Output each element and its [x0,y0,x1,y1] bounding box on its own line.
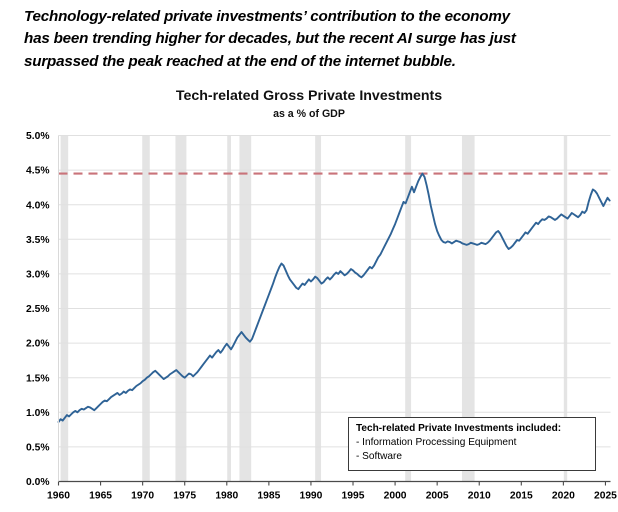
legend-box: Tech-related Private Investments include… [348,417,596,471]
y-tick-label: 3.5% [26,235,49,246]
data-line-group [57,172,611,423]
x-tick-label: 2015 [510,491,533,502]
x-tick-label: 1995 [342,491,365,502]
headline-line-1: Technology-related private investments’ … [24,8,510,25]
y-tick-label: 4.0% [26,200,49,211]
y-tick-label: 2.5% [26,304,49,315]
y-tick-label: 1.5% [26,373,49,384]
legend-item-information-processing-equipment: - Information Processing Equipment [356,437,517,448]
y-tick-label: 0.5% [26,443,49,454]
x-tick-label: 1980 [215,491,238,502]
x-tick-label: 1975 [173,491,196,502]
y-tick-label: 3.0% [26,270,49,281]
headline-line-3: surpassed the peak reached at the end of… [24,52,456,70]
y-tick-label: 0.0% [26,477,49,488]
headline: Technology-related private investments’ … [24,6,600,73]
chart-title: Tech-related Gross Private Investments [175,88,443,104]
y-tick-label: 1.0% [26,408,49,419]
x-tick-label: 1990 [299,491,322,502]
x-tick-label: 1970 [131,491,154,502]
legend-item-software: - Software [356,450,402,462]
gridlines-group [58,135,611,448]
x-tick-label: 1965 [89,491,112,502]
x-tick-label: 1985 [257,491,280,502]
data-series-line [57,172,611,423]
headline-line-2: has been trending higher for decades, bu… [24,30,516,48]
y-tick-labels-group: 0.0% 0.5% 1.0% 1.5% 2.0% 2.5% 3.0% 3.5% 4.0% 4.5%… [26,131,49,488]
x-tick-label: 2000 [384,491,407,502]
x-tick-label: 2005 [426,491,449,502]
axes-group [58,135,611,483]
x-tick-label: 2010 [468,491,491,502]
x-tick-label: 2025 [594,491,617,502]
x-tick-label: 1960 [47,491,70,502]
chart-subtitle: as a % of GDP [273,108,345,120]
y-tick-label: 2.0% [26,339,49,350]
x-tick-label: 2020 [552,491,575,502]
y-tick-label: 5.0% [26,131,49,142]
x-tick-labels-group: 1960 1965 1970 1975 1980 1985 1990 1995 2000 2005… [47,481,617,502]
legend-title: Tech-related Private Investments include… [356,423,562,434]
y-tick-label: 4.5% [26,166,49,177]
